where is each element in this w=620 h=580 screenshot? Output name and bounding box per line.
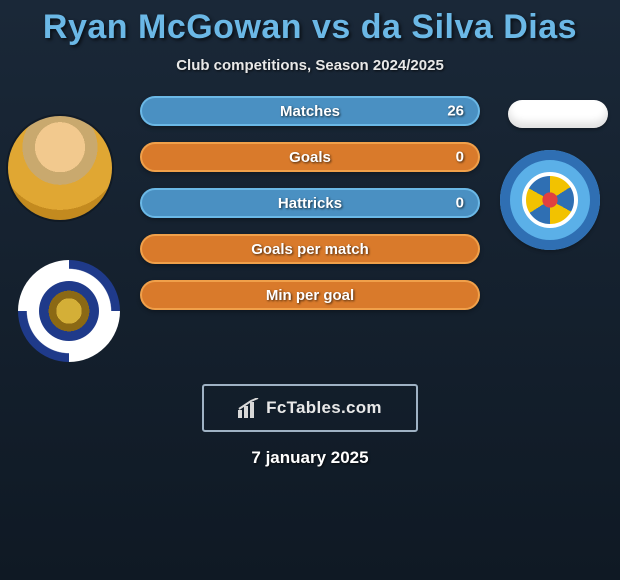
stat-value-right: 0 [456, 149, 464, 166]
stat-row-goals: Goals 0 [140, 142, 480, 172]
stat-label: Goals [289, 149, 331, 166]
subtitle: Club competitions, Season 2024/2025 [0, 57, 620, 74]
club-crest-right [500, 150, 600, 250]
club-crest-left [18, 260, 120, 362]
stat-value-right: 26 [447, 103, 464, 120]
stat-row-hattricks: Hattricks 0 [140, 188, 480, 218]
stats-column: Matches 26 Goals 0 Hattricks 0 Goals per… [140, 96, 480, 326]
stat-row-matches: Matches 26 [140, 96, 480, 126]
stat-label: Goals per match [251, 241, 369, 258]
player-photo-left [8, 116, 112, 220]
page-title: Ryan McGowan vs da Silva Dias [0, 0, 620, 47]
stat-label: Hattricks [278, 195, 342, 212]
stat-label: Matches [280, 103, 340, 120]
brand-text: FcTables.com [266, 398, 382, 418]
stat-label: Min per goal [266, 287, 354, 304]
player-photo-right-placeholder [508, 100, 608, 128]
date-text: 7 january 2025 [0, 448, 620, 468]
stat-value-right: 0 [456, 195, 464, 212]
stat-row-goals-per-match: Goals per match [140, 234, 480, 264]
crest-right-ring [500, 150, 600, 250]
stat-row-min-per-goal: Min per goal [140, 280, 480, 310]
chart-icon [238, 398, 260, 418]
comparison-area: Matches 26 Goals 0 Hattricks 0 Goals per… [0, 96, 620, 356]
crest-left-inner [39, 281, 99, 341]
brand-box: FcTables.com [202, 384, 418, 432]
